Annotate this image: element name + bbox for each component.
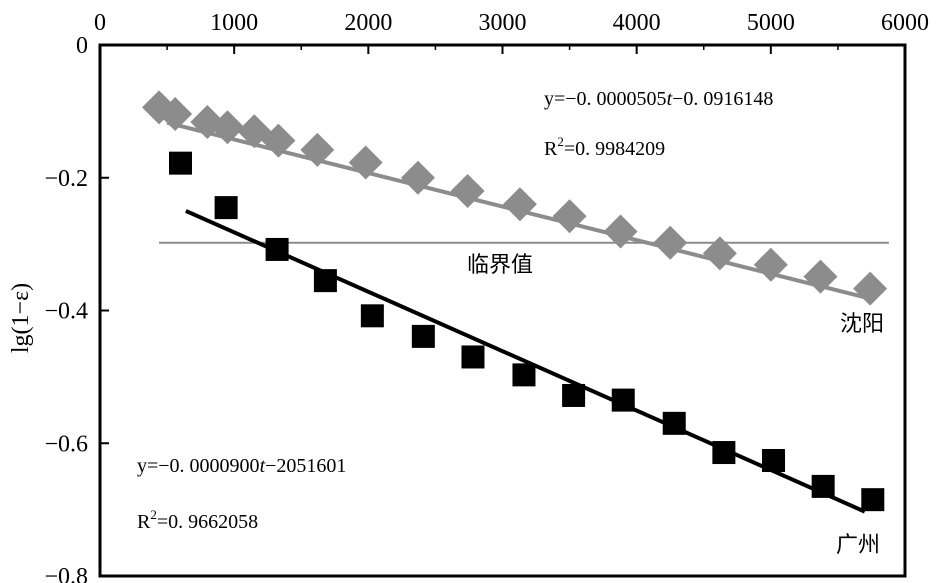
shenyang-point	[853, 271, 888, 306]
y-tick-label: −0.8	[44, 564, 88, 583]
guangzhou-point	[512, 363, 536, 387]
shenyang-r2-value: =0. 9984209	[564, 138, 665, 160]
guangzhou-point	[762, 449, 786, 473]
guangzhou-eq-intercept: −2051601	[265, 455, 346, 477]
shenyang-point	[552, 199, 587, 234]
shenyang-point	[400, 160, 435, 195]
y-axis-ticks: 0 −0.2 −0.4 −0.6 −0.8	[44, 33, 109, 583]
shenyang-point	[261, 123, 296, 158]
guangzhou-equation: y=−0. 0000900t−2051601	[137, 455, 346, 477]
guangzhou-point	[265, 237, 289, 261]
x-tick-label: 3000	[479, 10, 527, 36]
shenyang-point	[210, 110, 245, 145]
x-tick-label: 6000	[881, 10, 929, 36]
guangzhou-r2-value: =0. 9662058	[157, 511, 258, 533]
guangzhou-point	[611, 388, 635, 412]
series-label-guangzhou: 广州	[836, 533, 880, 558]
shenyang-point	[450, 174, 485, 209]
series-label-shenyang: 沈阳	[840, 312, 884, 337]
guangzhou-point	[214, 196, 238, 220]
guangzhou-point	[712, 441, 736, 465]
shenyang-eq-coef: y=−0. 0000505	[544, 88, 667, 110]
shenyang-point	[300, 132, 335, 167]
guangzhou-eq-var: t	[260, 455, 266, 477]
guangzhou-r2-sup: 2	[150, 507, 157, 522]
x-tick-label: 4000	[613, 10, 661, 36]
guangzhou-point	[562, 383, 586, 407]
guangzhou-r2-r: R	[137, 511, 151, 533]
x-tick-label: 0	[94, 10, 106, 36]
fit-line-guangzhou	[185, 209, 866, 514]
shenyang-point	[348, 145, 383, 180]
shenyang-point	[803, 259, 838, 294]
guangzhou-r2: R2=0. 9662058	[137, 507, 258, 533]
data-points	[142, 90, 888, 512]
guangzhou-point	[169, 151, 192, 175]
threshold-label: 临界值	[467, 253, 533, 278]
guangzhou-eq-coef: y=−0. 0000900	[137, 455, 260, 477]
shenyang-point	[158, 97, 193, 132]
y-tick-label: −0.4	[44, 299, 88, 325]
guangzhou-point	[411, 324, 435, 348]
guangzhou-point	[360, 304, 384, 328]
guangzhou-point	[861, 488, 885, 512]
x-axis-ticks: 0 1000 2000 3000 4000 5000 6000	[94, 10, 929, 54]
y-tick-label: 0	[76, 33, 88, 59]
shenyang-point	[702, 236, 737, 271]
x-tick-label: 5000	[747, 10, 795, 36]
shenyang-eq-var: t	[667, 88, 673, 110]
x-tick-label: 2000	[344, 10, 392, 36]
shenyang-point	[603, 214, 638, 249]
shenyang-eq-intercept: −0. 0916148	[672, 88, 773, 110]
shenyang-r2: R2=0. 9984209	[544, 134, 665, 160]
y-tick-label: −0.2	[44, 166, 88, 192]
guangzhou-point	[662, 411, 686, 435]
guangzhou-point	[461, 345, 485, 369]
shenyang-point	[502, 187, 537, 222]
shenyang-point	[653, 225, 688, 260]
guangzhou-point	[811, 474, 835, 498]
x-tick-label: 1000	[210, 10, 258, 36]
shenyang-r2-r: R	[544, 138, 558, 160]
shenyang-equation: y=−0. 0000505t−0. 0916148	[544, 88, 773, 110]
y-axis-label: lg(1−ε)	[8, 283, 34, 353]
shenyang-r2-sup: 2	[557, 134, 564, 149]
y-tick-label: −0.6	[44, 431, 88, 457]
shenyang-point	[753, 247, 788, 282]
guangzhou-point	[313, 269, 337, 293]
